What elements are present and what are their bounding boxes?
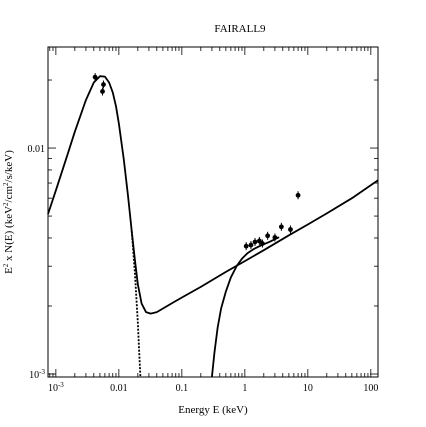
y-tick-label: 0.01 <box>28 144 46 155</box>
y-axis-ticks <box>48 79 378 375</box>
data-points <box>92 73 301 251</box>
x-tick-label: 1 <box>242 383 247 394</box>
x-tick-label: 0.01 <box>110 383 128 394</box>
data-point <box>252 239 258 245</box>
y-tick-label: 10-3 <box>29 368 45 381</box>
y-axis-label: E2 x N(E) (keV2/cm2/s/keV) <box>2 150 15 274</box>
data-point <box>101 82 106 87</box>
data-point <box>100 89 105 94</box>
x-axis-ticks <box>49 47 372 377</box>
model-curves <box>47 75 379 378</box>
model-curve-soft-component-dropoff <box>130 230 142 378</box>
data-point <box>288 227 293 232</box>
data-point <box>248 242 254 248</box>
data-point <box>278 224 284 230</box>
data-point <box>243 243 249 249</box>
data-point <box>92 74 98 80</box>
x-tick-label: 10 <box>303 383 313 394</box>
data-point <box>272 235 278 240</box>
model-curve-absorbed-model <box>211 236 280 378</box>
x-axis-tick-labels: 10-3 0.01 0.1 1 10 100 <box>48 381 378 394</box>
data-point <box>295 192 301 198</box>
data-point <box>260 241 265 246</box>
chart-title: FAIRALL9 <box>214 23 266 35</box>
x-tick-label: 0.1 <box>176 383 189 394</box>
x-axis-label: Energy E (keV) <box>178 404 248 416</box>
y-axis-tick-labels: 10-3 0.01 <box>28 144 46 381</box>
x-tick-label: 10-3 <box>48 381 64 394</box>
model-curve-unabsorbed-model <box>47 75 379 315</box>
x-tick-label: 100 <box>363 383 378 394</box>
data-point <box>265 233 271 239</box>
